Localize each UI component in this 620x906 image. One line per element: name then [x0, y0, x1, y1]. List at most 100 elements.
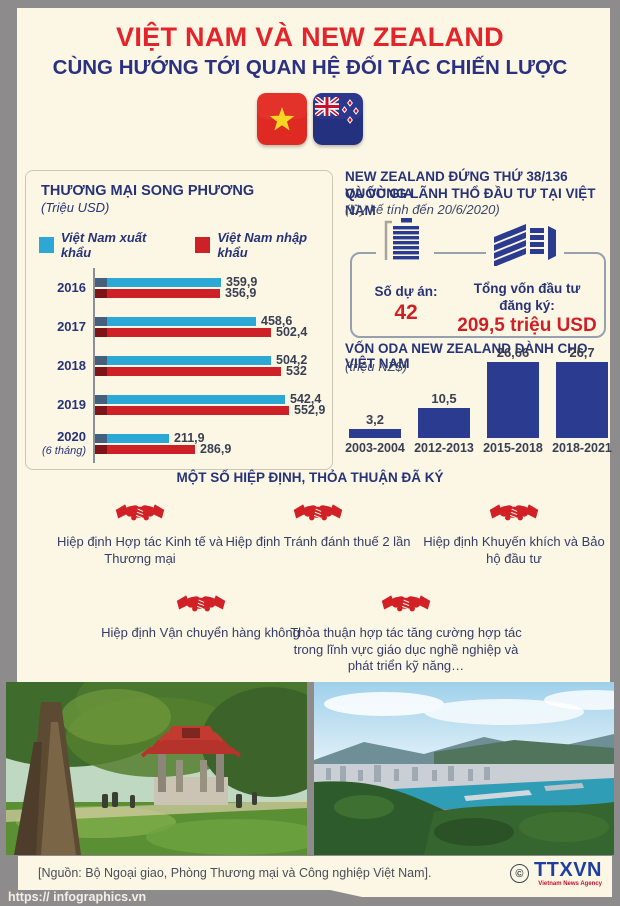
investment-title-line2: VÀ VÙNG LÃNH THỔ ĐẦU TƯ TẠI VIỆT NAM	[345, 186, 596, 218]
oda-value-label: 10,5	[431, 391, 457, 406]
oda-title: VỐN ODA NEW ZEALAND DÀNH CHO VIỆT NAM	[345, 341, 588, 371]
agreement-label: Hiệp định Vận chuyển hàng không	[101, 625, 300, 640]
legend-item: Việt Nam nhập khẩu	[195, 230, 332, 260]
agreement-item: Hiệp định Khuyến khích và Bảo hộ đầu tư	[418, 497, 610, 567]
handshake-icon	[216, 497, 420, 529]
trade-bar: 552,9	[95, 403, 325, 417]
projects-value: 42	[394, 301, 418, 324]
agreement-label: Hiệp định Hợp tác Kinh tế và Thương mại	[56, 534, 224, 566]
trade-bars: 359,9 356,9	[93, 268, 332, 307]
handshake-icon	[98, 588, 303, 620]
trade-year-label: 2017	[57, 319, 86, 334]
oda-category-label: 2003-2004	[345, 441, 405, 455]
footer-wedge	[330, 890, 612, 897]
trade-title: THƯƠNG MẠI SONG PHƯƠNG	[41, 183, 255, 199]
capital-label-line1: Tổng vốn đầu tư	[473, 281, 581, 296]
trade-value-label: 502,4	[276, 325, 308, 339]
trade-value-label: 504,2	[276, 353, 308, 367]
agreement-item: Hiệp định Hợp tác Kinh tế và Thương mại	[35, 497, 245, 567]
trade-value-label: 286,9	[200, 442, 232, 456]
agreement-label: Thỏa thuận hợp tác tăng cường hợp tác tr…	[290, 625, 522, 673]
oda-bar	[418, 408, 470, 438]
oda-category-label: 2012-2013	[414, 441, 474, 455]
trade-unit: (Triệu USD)	[41, 200, 110, 215]
footer-band: [Nguồn: Bộ Ngoại giao, Phòng Thương mại …	[18, 856, 612, 890]
oda-column: 10,5 2012-2013	[414, 391, 474, 455]
ttxvn-logo: © TTXVN Vietnam News Agency	[509, 859, 602, 887]
agreement-item: Hiệp định Vận chuyển hàng không	[98, 588, 303, 642]
capital-money-icon	[486, 218, 564, 273]
trade-year-label: 2016	[57, 280, 86, 295]
trade-bar: 542,4	[95, 392, 321, 406]
new-zealand-flag-icon	[313, 93, 363, 150]
trade-bars: 542,4 552,9	[93, 385, 332, 424]
trade-bars: 458,6 502,4	[93, 307, 332, 346]
trade-value-label: 356,9	[225, 286, 257, 300]
trade-row: 2016 359,9 356,9	[30, 268, 332, 307]
oda-bar	[556, 362, 608, 438]
handshake-icon	[287, 588, 525, 620]
copyright-icon: ©	[509, 864, 529, 883]
trade-bar: 502,4	[95, 325, 307, 339]
trade-bar: 458,6	[95, 314, 292, 328]
trade-bar: 532	[95, 364, 307, 378]
trade-row: 2020 (6 tháng) 211,9 286,9	[30, 424, 332, 463]
oda-value-label: 3,2	[365, 412, 385, 427]
infographics-url: https:// infographics.vn	[8, 890, 147, 904]
legend-swatch	[195, 237, 211, 253]
oda-column: 26,66 2015-2018	[483, 345, 543, 455]
investment-title-line1: NEW ZEALAND ĐỨNG THỨ 38/136 QUỐC GIA	[345, 169, 568, 201]
wellington-harbour-photo	[314, 682, 614, 855]
agreement-label: Hiệp định Khuyến khích và Bảo hộ đầu tư	[423, 534, 605, 566]
trade-year-label: 2020 (6 tháng)	[41, 428, 86, 457]
legend-label: Việt Nam nhập khẩu	[217, 230, 308, 260]
legend-item: Việt Nam xuất khẩu	[39, 230, 171, 260]
source-text: [Nguồn: Bộ Ngoại giao, Phòng Thương mại …	[38, 866, 432, 880]
trade-year-label: 2018	[57, 358, 86, 373]
trade-bars: 211,9 286,9	[93, 424, 332, 463]
trade-bar: 356,9	[95, 286, 256, 300]
investment-note: (lũy kế tính đến 20/6/2020)	[345, 202, 500, 217]
oda-value-label: 26,7	[569, 345, 595, 360]
legend-label: Việt Nam xuất khẩu	[60, 230, 147, 260]
oda-category-label: 2015-2018	[483, 441, 543, 455]
trade-value-label: 532	[286, 364, 307, 378]
oda-column: 26,7 2018-2021	[552, 345, 612, 455]
trade-row: 2019 542,4 552,9	[30, 385, 332, 424]
page-subtitle: CÙNG HƯỚNG TỚI QUAN HỆ ĐỐI TÁC CHIẾN LƯỢ…	[52, 56, 568, 79]
vietnam-flag-icon	[257, 93, 307, 150]
agreement-item: Thỏa thuận hợp tác tăng cường hợp tác tr…	[287, 588, 525, 675]
legend-swatch	[39, 237, 54, 253]
oda-column: 3,2 2003-2004	[345, 412, 405, 455]
handshake-icon	[418, 497, 610, 529]
trade-bar: 359,9	[95, 275, 257, 289]
flags-row	[0, 93, 620, 150]
oda-bar	[487, 362, 539, 438]
agreement-item: Hiệp định Tránh đánh thuế 2 lần	[216, 497, 420, 551]
trade-chart: 2016 359,9 356,9 2017 458,6 502,4 2018 504,2 532…	[30, 268, 332, 463]
trade-bar: 286,9	[95, 442, 231, 456]
agreement-label: Hiệp định Tránh đánh thuế 2 lần	[225, 534, 411, 549]
van-mieu-temple-photo	[6, 682, 307, 855]
investment-bracket-box	[350, 252, 606, 338]
projects-label: Số dự án:	[374, 284, 438, 299]
oda-bar	[349, 429, 401, 438]
agency-subtitle: Vietnam News Agency	[538, 881, 602, 887]
trade-bar: 211,9	[95, 431, 205, 445]
handshake-icon	[35, 497, 245, 529]
oda-unit: (triệu NZ$)	[345, 359, 408, 374]
trade-year-label: 2019	[57, 397, 86, 412]
agency-name: TTXVN	[533, 859, 602, 881]
capital-value: 209,5 triệu USD	[457, 315, 597, 336]
trade-panel: THƯƠNG MẠI SONG PHƯƠNG (Triệu USD) Việt …	[25, 170, 333, 470]
page-title: VIỆT NAM VÀ NEW ZEALAND	[116, 22, 504, 52]
trade-bars: 504,2 532	[93, 346, 332, 385]
oda-category-label: 2018-2021	[552, 441, 612, 455]
trade-bar: 504,2	[95, 353, 307, 367]
capital-stat: Tổng vốn đầu tư đăng ký: 209,5 triệu USD	[447, 280, 607, 337]
trade-value-label: 552,9	[294, 403, 326, 417]
projects-stat: Số dự án: 42	[346, 283, 466, 325]
trade-value-label: 359,9	[226, 275, 258, 289]
oda-chart: 3,2 2003-2004 10,5 2012-2013 26,66 2015-2018 2…	[345, 345, 612, 455]
